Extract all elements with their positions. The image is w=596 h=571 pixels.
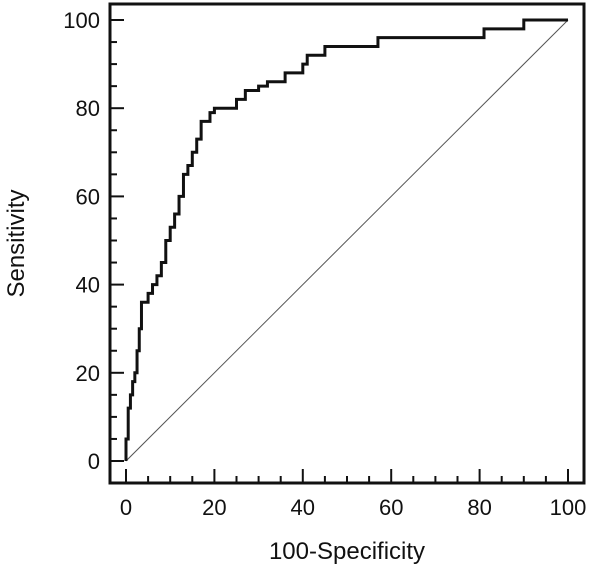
y-tick-label: 20 bbox=[76, 361, 100, 386]
roc-curve-line bbox=[124, 18, 568, 461]
y-tick-label: 60 bbox=[76, 184, 100, 209]
tick-labels: 0 20 40 60 80 100 0 20 40 60 80 100 bbox=[63, 8, 586, 520]
y-tick-label: 80 bbox=[76, 96, 100, 121]
x-tick-label: 20 bbox=[202, 495, 226, 520]
y-tick-label: 100 bbox=[63, 8, 100, 33]
y-tick-label: 40 bbox=[76, 273, 100, 298]
reference-diagonal-line bbox=[125, 19, 569, 462]
plot-frame bbox=[108, 2, 586, 485]
y-tick-label: 0 bbox=[88, 449, 100, 474]
x-tick-label: 100 bbox=[550, 495, 587, 520]
axis-ticks bbox=[110, 19, 569, 483]
x-tick-label: 40 bbox=[291, 495, 315, 520]
x-tick-label: 80 bbox=[467, 495, 491, 520]
x-tick-label: 0 bbox=[120, 495, 132, 520]
y-axis-title: Sensitivity bbox=[3, 189, 30, 297]
x-axis-title: 100-Specificity bbox=[269, 538, 425, 565]
x-tick-label: 60 bbox=[379, 495, 403, 520]
